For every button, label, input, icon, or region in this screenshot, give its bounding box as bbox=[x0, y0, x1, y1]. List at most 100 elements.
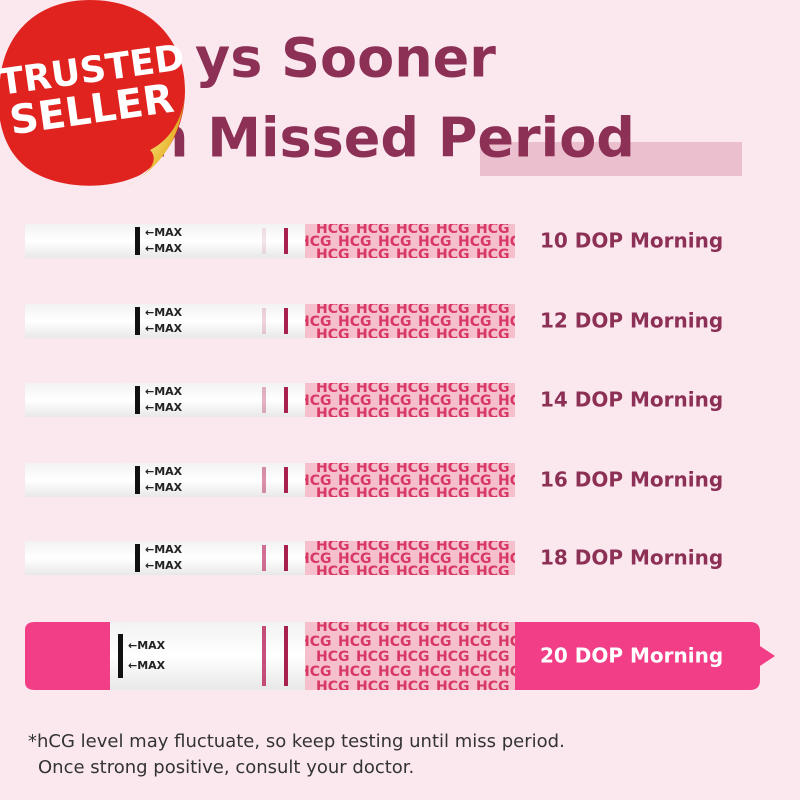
hcg-label: HCG bbox=[298, 314, 331, 330]
control-line bbox=[284, 467, 288, 493]
hcg-label: HCG bbox=[356, 649, 389, 665]
hcg-label: HCG bbox=[458, 234, 491, 250]
hcg-label: HCG bbox=[356, 679, 389, 695]
hcg-label: HCG bbox=[356, 486, 389, 502]
strip-marker bbox=[135, 386, 140, 414]
max-label: ←MAX bbox=[145, 401, 183, 414]
hcg-label: HCG bbox=[316, 301, 349, 317]
hcg-label: HCG bbox=[338, 551, 371, 567]
hcg-label: HCG bbox=[298, 393, 331, 409]
hcg-label: HCG bbox=[396, 406, 429, 422]
test-line bbox=[262, 228, 266, 254]
hcg-label: HCG bbox=[436, 301, 469, 317]
hcg-label: HCG bbox=[476, 460, 509, 476]
control-line bbox=[284, 308, 288, 334]
strip-marker bbox=[135, 466, 140, 494]
hcg-label: HCG bbox=[418, 473, 451, 489]
hcg-label: HCG bbox=[396, 564, 429, 580]
hcg-label: HCG bbox=[476, 247, 509, 263]
strip-marker bbox=[118, 634, 123, 678]
hcg-label: HCG bbox=[436, 380, 469, 396]
hcg-label: HCG bbox=[298, 551, 331, 567]
hcg-label: HCG bbox=[436, 247, 469, 263]
control-line bbox=[284, 228, 288, 254]
strip-body bbox=[25, 541, 305, 575]
hcg-label: HCG bbox=[418, 393, 451, 409]
hcg-label: HCG bbox=[356, 380, 389, 396]
headline-highlight bbox=[480, 142, 742, 176]
hcg-label: HCG bbox=[476, 649, 509, 665]
hcg-label: HCG bbox=[476, 380, 509, 396]
test-line bbox=[262, 387, 266, 413]
max-label: ←MAX bbox=[145, 242, 183, 255]
hcg-label: HCG bbox=[298, 473, 331, 489]
control-line bbox=[284, 545, 288, 571]
hcg-label: HCG bbox=[458, 551, 491, 567]
hcg-label: HCG bbox=[378, 634, 411, 650]
hcg-label: HCG bbox=[338, 314, 371, 330]
max-label: ←MAX bbox=[145, 226, 183, 239]
hcg-label: HCG bbox=[458, 634, 491, 650]
row-label: 16 DOP Morning bbox=[540, 468, 723, 492]
test-line bbox=[262, 308, 266, 334]
hcg-label: HCG bbox=[396, 327, 429, 343]
hcg-label: HCG bbox=[378, 314, 411, 330]
hcg-label: HCG bbox=[378, 664, 411, 680]
control-line bbox=[284, 626, 288, 686]
hcg-label: HCG bbox=[396, 538, 429, 554]
hcg-label: HCG bbox=[396, 679, 429, 695]
hcg-label: HCG bbox=[396, 247, 429, 263]
headline: ys Sooner bbox=[195, 27, 496, 90]
hcg-label: HCG bbox=[316, 649, 349, 665]
hcg-label: HCG bbox=[436, 619, 469, 635]
test-line bbox=[262, 467, 266, 493]
hcg-label: HCG bbox=[338, 664, 371, 680]
headline: n Missed Period bbox=[150, 107, 635, 170]
hcg-label: HCG bbox=[396, 649, 429, 665]
hcg-label: HCG bbox=[436, 486, 469, 502]
hcg-label: HCG bbox=[356, 460, 389, 476]
hcg-label: HCG bbox=[298, 664, 331, 680]
hcg-label: HCG bbox=[436, 538, 469, 554]
hcg-label: HCG bbox=[418, 664, 451, 680]
max-label: ←MAX bbox=[145, 322, 183, 335]
hcg-label: HCG bbox=[338, 473, 371, 489]
strip-body bbox=[25, 383, 305, 417]
hcg-label: HCG bbox=[418, 634, 451, 650]
hcg-label: HCG bbox=[396, 460, 429, 476]
hcg-label: HCG bbox=[418, 314, 451, 330]
hcg-label: HCG bbox=[498, 234, 531, 250]
max-label: ←MAX bbox=[145, 385, 183, 398]
row-label: 14 DOP Morning bbox=[540, 388, 723, 412]
footnote: Once strong positive, consult your docto… bbox=[38, 757, 414, 778]
row-label: 20 DOP Morning bbox=[540, 644, 723, 668]
hcg-label: HCG bbox=[498, 551, 531, 567]
hcg-label: HCG bbox=[436, 327, 469, 343]
strip-body bbox=[25, 463, 305, 497]
hcg-label: HCG bbox=[476, 564, 509, 580]
hcg-label: HCG bbox=[476, 619, 509, 635]
max-label: ←MAX bbox=[128, 639, 166, 652]
hcg-label: HCG bbox=[338, 234, 371, 250]
hcg-label: HCG bbox=[458, 393, 491, 409]
hcg-label: HCG bbox=[316, 406, 349, 422]
hcg-label: HCG bbox=[476, 327, 509, 343]
hcg-label: HCG bbox=[298, 234, 331, 250]
strip-body bbox=[110, 622, 305, 690]
hcg-label: HCG bbox=[498, 314, 531, 330]
strip-marker bbox=[135, 227, 140, 255]
test-line bbox=[262, 626, 266, 686]
strip-body bbox=[25, 304, 305, 338]
hcg-label: HCG bbox=[338, 393, 371, 409]
hcg-label: HCG bbox=[316, 564, 349, 580]
hcg-label: HCG bbox=[356, 564, 389, 580]
hcg-label: HCG bbox=[498, 393, 531, 409]
